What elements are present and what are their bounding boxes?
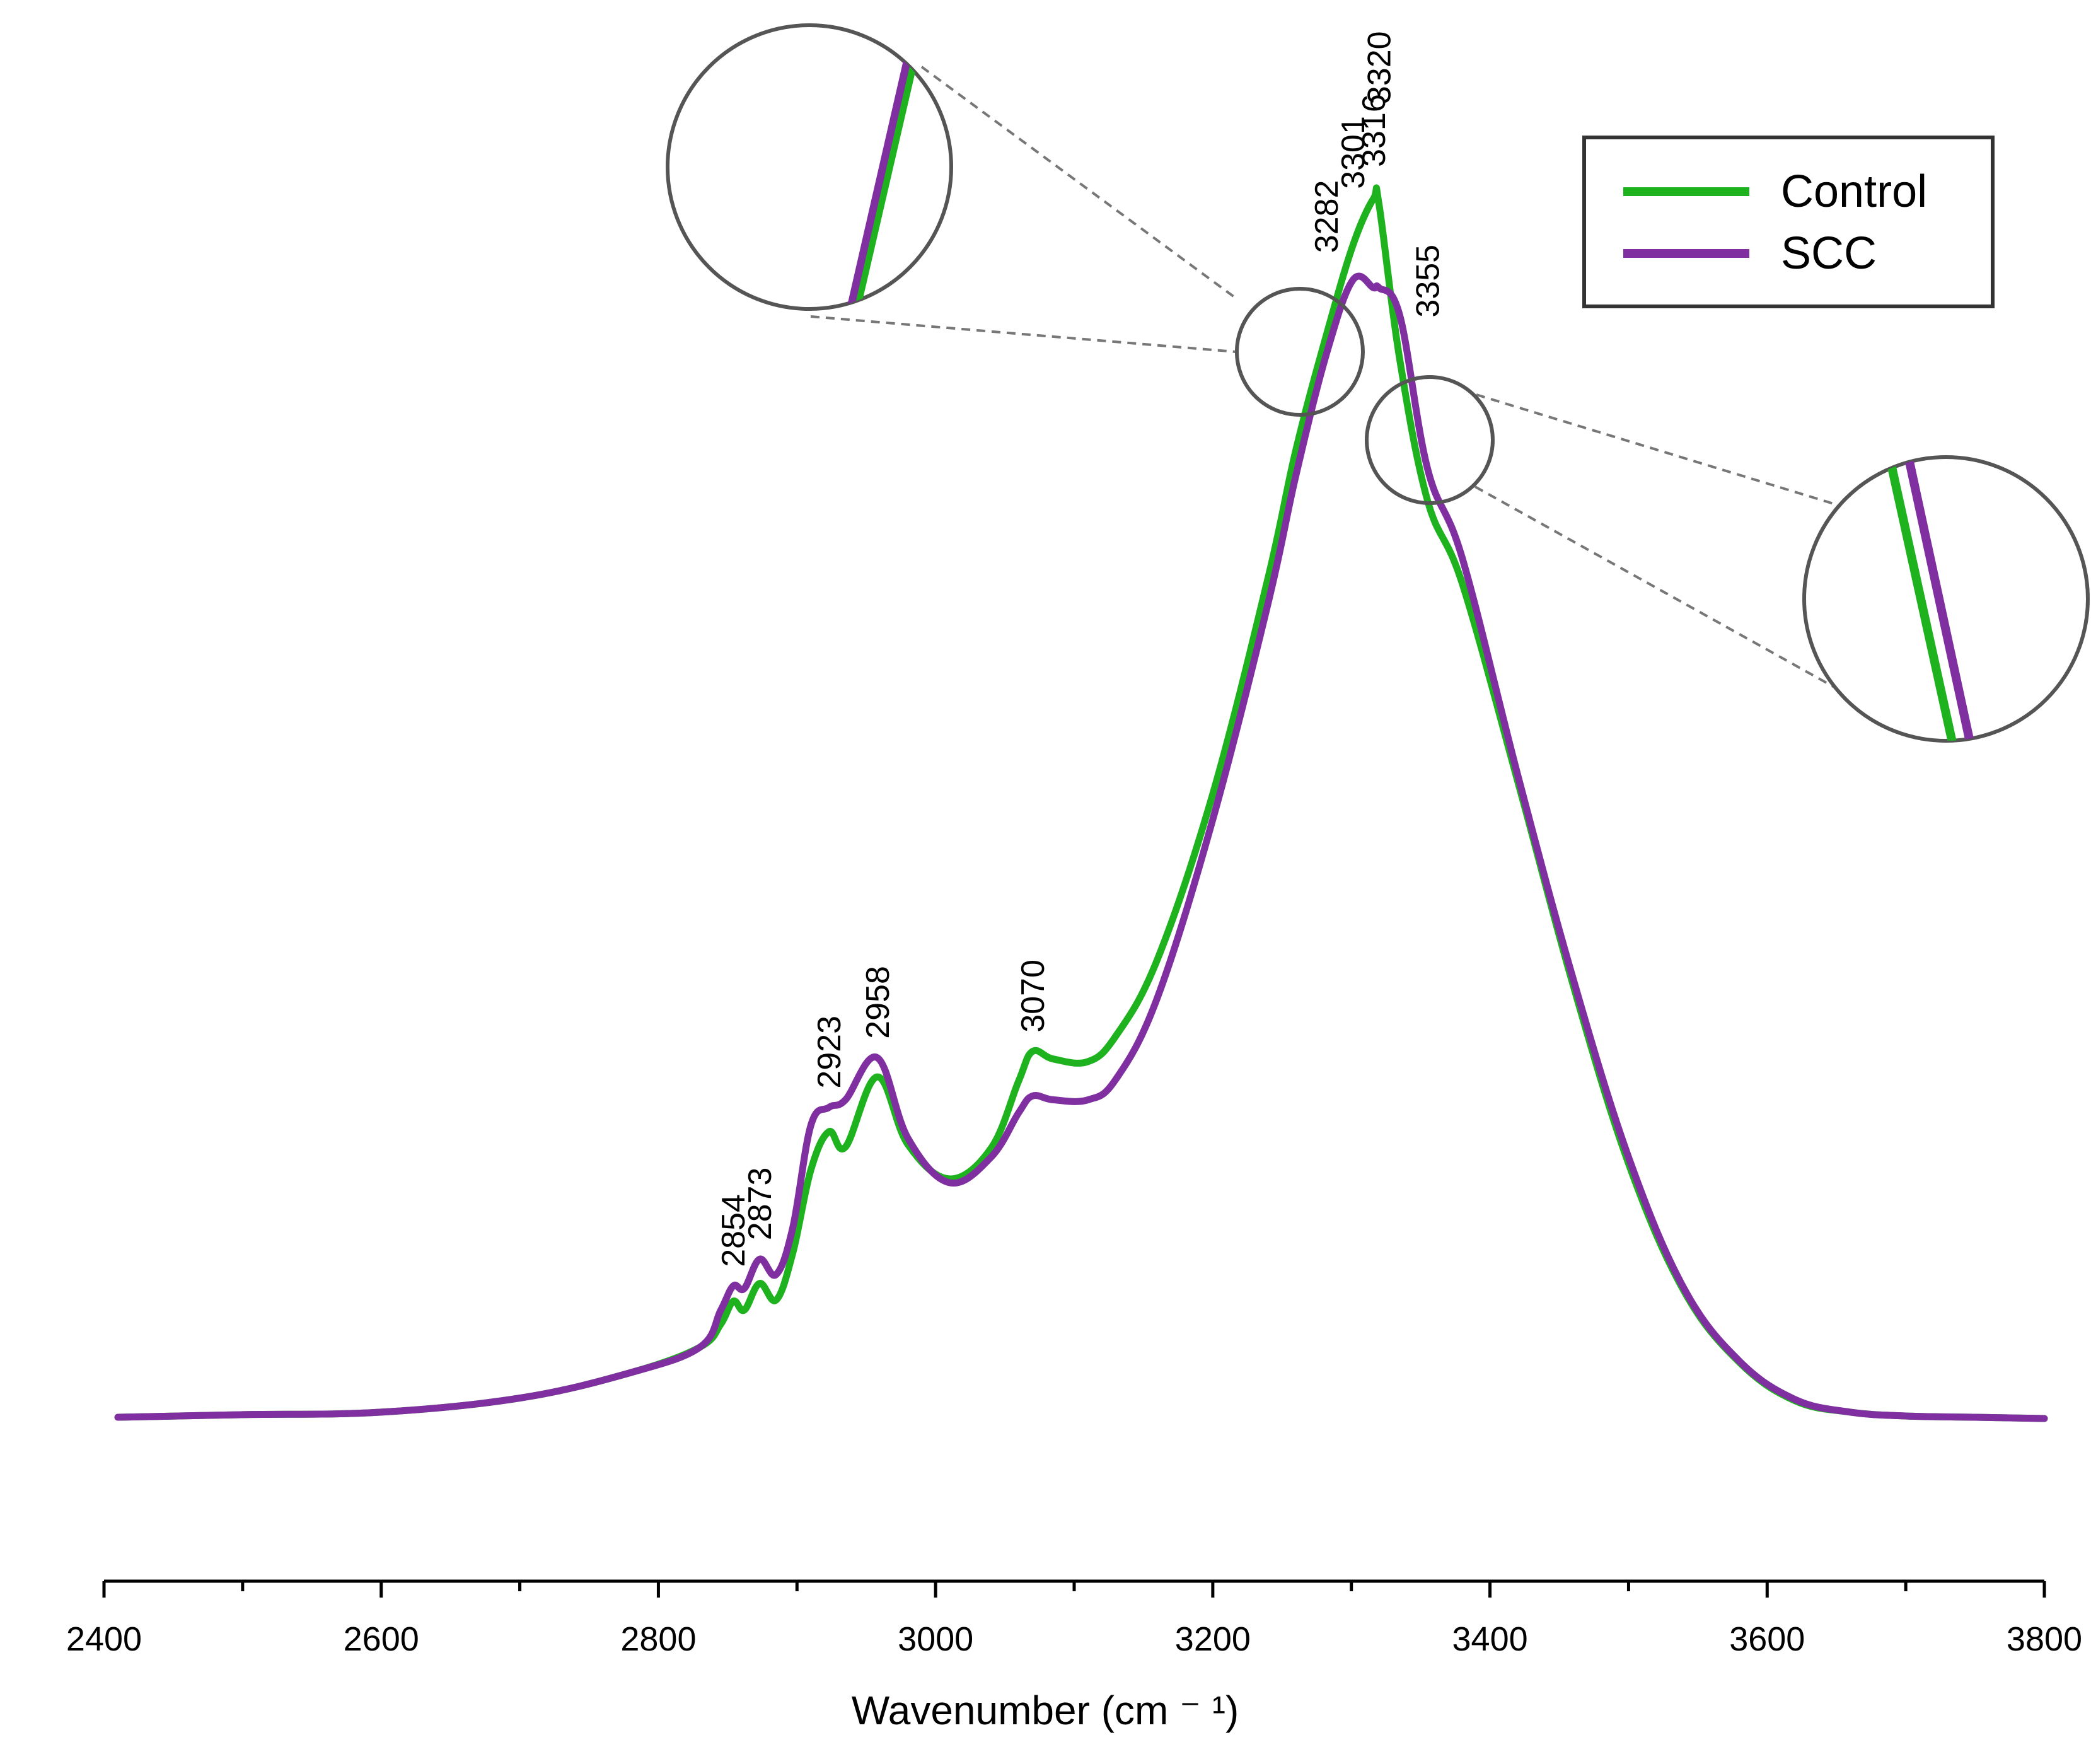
zoom-region-left: [1235, 287, 1365, 417]
zoom-inset-right-circle: [1802, 455, 2090, 743]
x-tick-label-3000: 3000: [898, 1620, 973, 1658]
x-tick-label-3400: 3400: [1452, 1620, 1528, 1658]
zoom-inset-right-control-line: [1882, 457, 1960, 741]
x-tick-label-3800: 3800: [2007, 1620, 2082, 1658]
peak-label-3320: 3320: [1362, 31, 1398, 104]
legend: Control SCC: [1582, 136, 1995, 308]
peak-label-3316: 3316: [1356, 94, 1393, 167]
zoom-inset-right: [1802, 455, 2090, 743]
x-tick-label-3600: 3600: [1729, 1620, 1805, 1658]
x-tick-label-2600: 2600: [344, 1620, 419, 1658]
series-line-control: [114, 184, 2048, 1422]
zoom-region-right: [1365, 375, 1495, 505]
legend-box: [1582, 136, 1995, 308]
zoom-connector-lines: [810, 66, 1836, 688]
zoom-connector-right-top: [1476, 393, 1836, 506]
x-axis-title: Wavenumber (cm ⁻ ¹): [852, 1688, 1239, 1733]
zoom-connector-left-top: [920, 66, 1238, 300]
peak-label-2923: 2923: [811, 1016, 848, 1089]
series-layer: [114, 184, 2048, 1422]
x-tick-label-2400: 2400: [66, 1620, 142, 1658]
zoom-connector-right-bottom: [1474, 485, 1835, 688]
legend-label-scc: SCC: [1781, 228, 1877, 279]
legend-label-control: Control: [1781, 166, 1927, 217]
zoom-connector-left-bottom: [810, 315, 1236, 353]
peak-label-2873: 2873: [742, 1168, 779, 1241]
zoom-inset-left-scc-line: [842, 43, 915, 309]
x-tick-label-2800: 2800: [620, 1620, 696, 1658]
zoom-inset-right-scc-line: [1901, 457, 1978, 741]
zoom-inset-left: [666, 23, 953, 311]
peak-label-3355: 3355: [1410, 245, 1447, 318]
x-tick-label-3200: 3200: [1175, 1620, 1251, 1658]
peak-label-3282: 3282: [1309, 180, 1345, 253]
peak-label-2854: 2854: [715, 1194, 752, 1267]
peak-label-3301: 3301: [1335, 116, 1372, 189]
zoom-inset-left-control-line: [849, 43, 922, 309]
peak-label-3070: 3070: [1015, 960, 1051, 1033]
x-axis: 2400 2600 2800 3000 3200 3400 3600 3800: [66, 1579, 2082, 1658]
peak-label-2958: 2958: [860, 966, 896, 1039]
series-line-scc: [114, 272, 2048, 1422]
zoom-inset-left-circle: [666, 23, 953, 311]
